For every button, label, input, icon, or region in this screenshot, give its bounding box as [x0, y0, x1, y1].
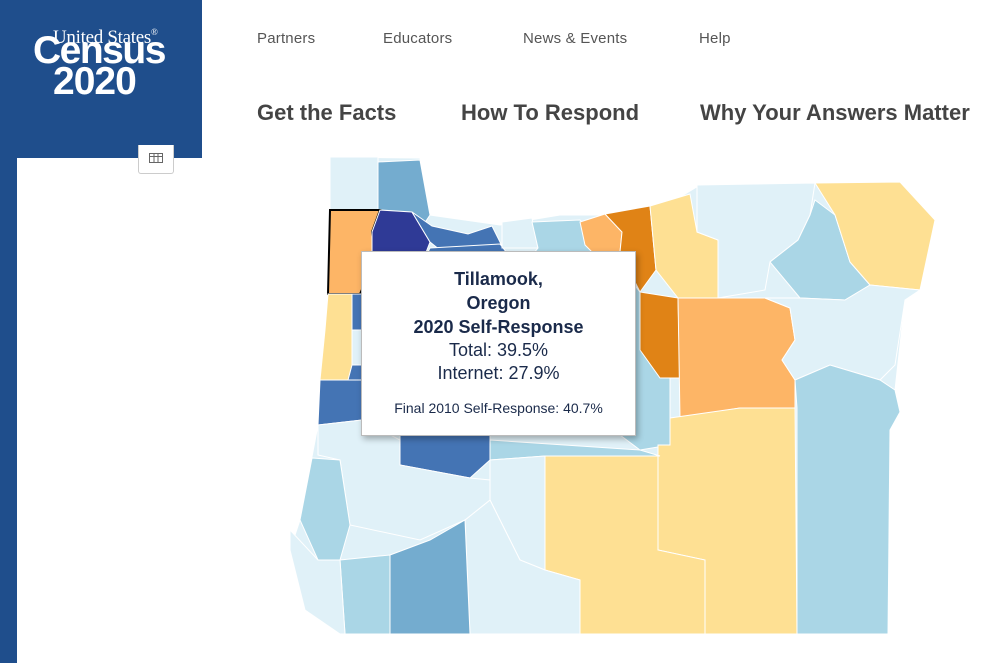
- table-view-button[interactable]: [138, 145, 174, 174]
- county-clatsop[interactable]: [329, 156, 379, 211]
- nav-help[interactable]: Help: [699, 30, 731, 47]
- county-josephine[interactable]: [339, 554, 391, 635]
- county-tooltip: Tillamook, Oregon 2020 Self-Response Tot…: [361, 251, 636, 436]
- logo-united-states: United States: [53, 27, 151, 48]
- county-lincoln[interactable]: [319, 293, 353, 381]
- county-malheur[interactable]: [794, 364, 901, 635]
- county-umatilla[interactable]: [696, 182, 816, 299]
- table-icon: [149, 153, 163, 163]
- tooltip-state: Oregon: [466, 293, 531, 313]
- county-wheeler[interactable]: [639, 291, 681, 379]
- logo-census: Census: [33, 29, 166, 72]
- nav-news-events[interactable]: News & Events: [523, 30, 628, 47]
- tooltip-internet: Internet: 27.9%: [437, 363, 560, 383]
- county-baker[interactable]: [764, 284, 922, 381]
- tooltip-final-2010: Final 2010 Self-Response: 40.7%: [394, 400, 603, 416]
- census-2020-logo[interactable]: United States® Census 2020: [17, 0, 202, 158]
- county-benton[interactable]: [317, 379, 363, 426]
- county-curry[interactable]: [289, 528, 346, 635]
- county-multnomah[interactable]: [411, 211, 503, 251]
- tooltip-county: Tillamook,: [454, 269, 543, 289]
- left-accent-bar: [0, 0, 17, 663]
- county-grant[interactable]: [677, 297, 796, 419]
- nav-how-to-respond[interactable]: How To Respond: [461, 100, 640, 125]
- logo-registered-mark: ®: [150, 27, 158, 37]
- nav-get-the-facts[interactable]: Get the Facts: [257, 100, 397, 125]
- nav-why-your-answers-matter[interactable]: Why Your Answers Matter: [700, 100, 970, 125]
- nav-partners[interactable]: Partners: [257, 30, 316, 47]
- county-klamath[interactable]: [464, 499, 581, 635]
- nav-educators[interactable]: Educators: [383, 30, 453, 47]
- logo-year: 2020: [53, 60, 137, 103]
- tooltip-total: Total: 39.5%: [448, 340, 549, 360]
- tooltip-heading: 2020 Self-Response: [413, 317, 584, 337]
